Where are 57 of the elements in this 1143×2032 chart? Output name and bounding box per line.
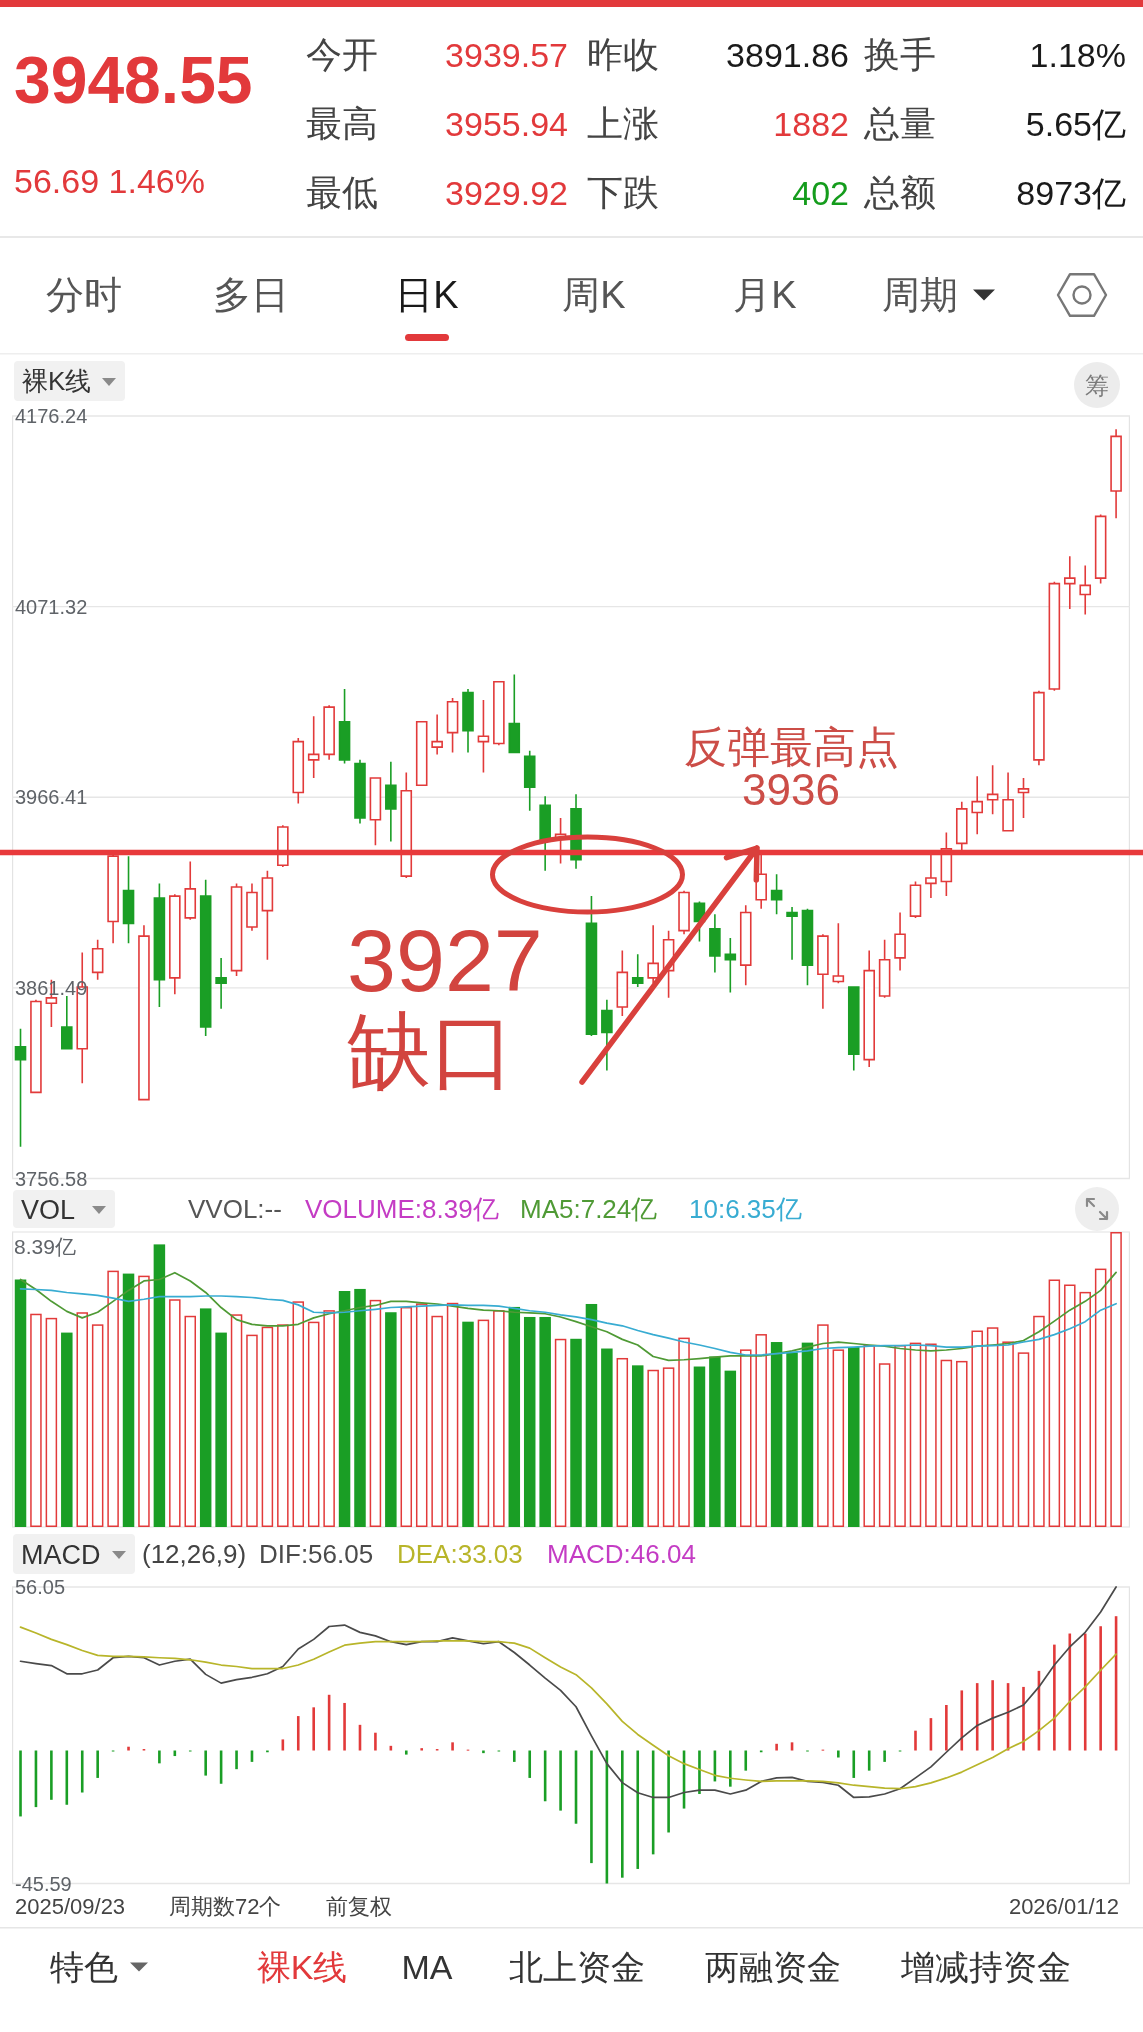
text: 402 bbox=[792, 174, 849, 212]
text: 2026/01/12 bbox=[1008, 1894, 1119, 1919]
text: 周期 bbox=[882, 274, 958, 316]
annotation: 反弹最高点 3936 bbox=[683, 723, 899, 814]
text: 总量 bbox=[863, 103, 936, 144]
text: 裸K线 bbox=[256, 1948, 348, 1986]
text: 56.69 1.46% bbox=[14, 162, 205, 200]
text: 月K bbox=[733, 274, 797, 316]
text: 下跌 bbox=[587, 172, 659, 213]
annotation: 8.39亿 bbox=[14, 1235, 76, 1258]
text: 周期数72个 bbox=[169, 1894, 282, 1919]
text: 3955.94 bbox=[445, 105, 568, 143]
text: 5.65亿 bbox=[1025, 105, 1126, 143]
text: 最高 bbox=[306, 103, 378, 144]
text: 增减持资金 bbox=[900, 1948, 1071, 1986]
text: 3948.55 bbox=[14, 43, 253, 117]
text: 多日 bbox=[213, 274, 289, 316]
y-tick-label: 4071.32 bbox=[15, 595, 88, 618]
text: 昨收 bbox=[587, 34, 659, 75]
text: 3929.92 bbox=[445, 174, 568, 212]
chart-title: MACD bbox=[21, 1539, 101, 1570]
text: 3939.57 bbox=[445, 36, 568, 74]
text: VOLUME:8.39亿 bbox=[305, 1194, 499, 1224]
text: 日K bbox=[395, 274, 459, 316]
text: 筹 bbox=[1085, 372, 1109, 399]
text: MACD:46.04 bbox=[547, 1539, 696, 1569]
text: (12,26,9) bbox=[142, 1539, 247, 1569]
text: 今开 bbox=[306, 34, 378, 75]
annotation: 3927 缺口 bbox=[347, 911, 543, 1098]
text: MA5:7.24亿 bbox=[520, 1194, 658, 1224]
text: 2025/09/23 bbox=[15, 1894, 126, 1919]
text: DEA:33.03 bbox=[397, 1539, 523, 1569]
text: 特色 bbox=[50, 1948, 118, 1986]
chart-title: VOL bbox=[21, 1194, 76, 1225]
text: DIF:56.05 bbox=[259, 1539, 374, 1569]
text: 北上资金 bbox=[509, 1948, 645, 1986]
text: 1882 bbox=[773, 105, 849, 143]
text: 总额 bbox=[863, 172, 936, 213]
y-tick-label: 56.05 bbox=[15, 1576, 66, 1598]
y-tick-label: 4176.24 bbox=[15, 405, 88, 427]
chart-title: 裸K线 bbox=[22, 366, 92, 397]
y-tick-label: 3756.58 bbox=[15, 1167, 88, 1190]
text: MA bbox=[401, 1948, 453, 1986]
text: 换手 bbox=[864, 34, 936, 75]
text: 两融资金 bbox=[705, 1948, 841, 1986]
text: 1.18% bbox=[1029, 36, 1126, 74]
text: 最低 bbox=[306, 172, 378, 213]
text: 上涨 bbox=[587, 103, 659, 144]
y-tick-label: -45.59 bbox=[15, 1872, 72, 1895]
text: 10:6.35亿 bbox=[689, 1194, 802, 1224]
text: VVOL:-- bbox=[188, 1194, 282, 1224]
text: 8973亿 bbox=[1016, 174, 1126, 212]
y-tick-label: 3966.41 bbox=[15, 786, 88, 809]
text: 分时 bbox=[46, 274, 122, 316]
text: 周K bbox=[562, 274, 626, 316]
text: 前复权 bbox=[326, 1894, 392, 1919]
text: 3891.86 bbox=[726, 36, 849, 74]
